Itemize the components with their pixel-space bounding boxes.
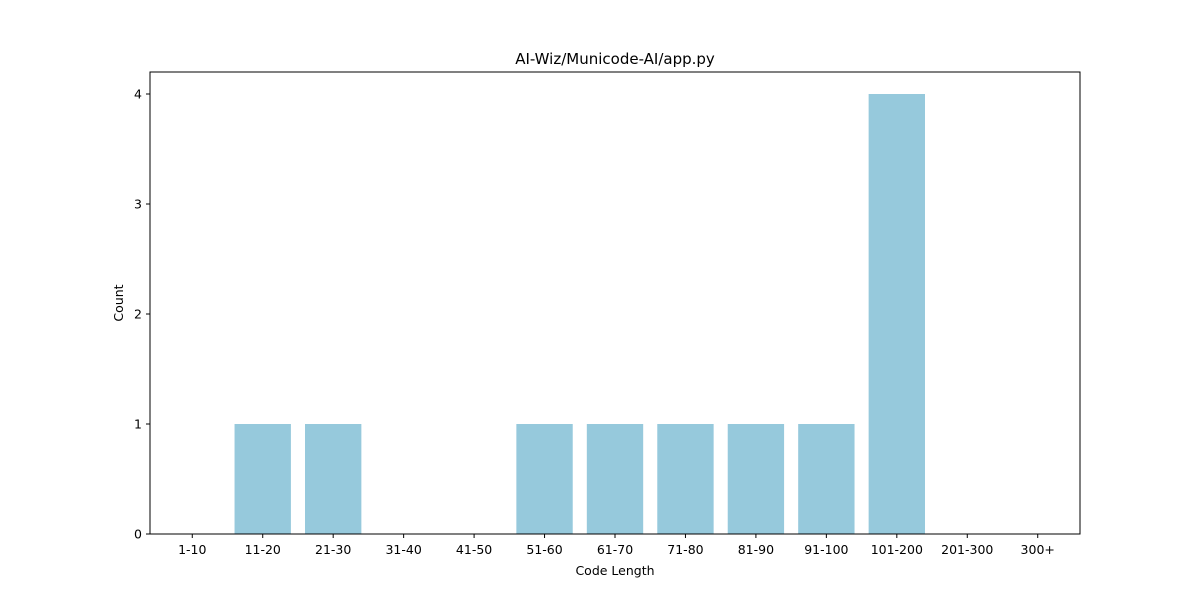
x-tick-label: 21-30 xyxy=(315,542,351,557)
y-tick-label: 0 xyxy=(134,527,142,542)
bar-21-30 xyxy=(305,424,362,534)
plot-frame xyxy=(149,71,1081,535)
x-tick-label: 101-200 xyxy=(871,542,923,557)
bar-11-20 xyxy=(234,424,291,534)
x-tick-label: 71-80 xyxy=(667,542,703,557)
chart-title: AI-Wiz/Municode-AI/app.py xyxy=(515,50,715,68)
x-axis-ticks: 1-10 11-20 21-30 31-40 41-50 51-60 61-70 71-80 8… xyxy=(178,534,1055,557)
y-tick-label: 4 xyxy=(134,87,142,102)
x-tick-label: 91-100 xyxy=(804,542,848,557)
y-tick-label: 1 xyxy=(134,417,142,432)
x-tick-label: 300+ xyxy=(1021,542,1055,557)
x-tick-label: 11-20 xyxy=(245,542,281,557)
x-tick-label: 81-90 xyxy=(738,542,774,557)
bar-71-80 xyxy=(657,424,714,534)
x-tick-label: 31-40 xyxy=(385,542,421,557)
y-tick-label: 3 xyxy=(134,197,142,212)
bar-101-200 xyxy=(868,94,925,534)
y-tick-label: 2 xyxy=(134,307,142,322)
bar-51-60 xyxy=(516,424,573,534)
y-axis-label: Count xyxy=(111,284,126,321)
bars-group xyxy=(234,94,925,534)
bar-91-100 xyxy=(798,424,855,534)
x-tick-label: 61-70 xyxy=(597,542,633,557)
x-tick-label: 1-10 xyxy=(178,542,206,557)
x-tick-label: 51-60 xyxy=(526,542,562,557)
y-axis-ticks: 0 1 2 3 4 xyxy=(134,87,150,542)
x-tick-label: 41-50 xyxy=(456,542,492,557)
bar-81-90 xyxy=(727,424,785,534)
bar-61-70 xyxy=(586,424,644,534)
x-tick-label: 201-300 xyxy=(941,542,993,557)
x-axis-label: Code Length xyxy=(575,563,654,578)
